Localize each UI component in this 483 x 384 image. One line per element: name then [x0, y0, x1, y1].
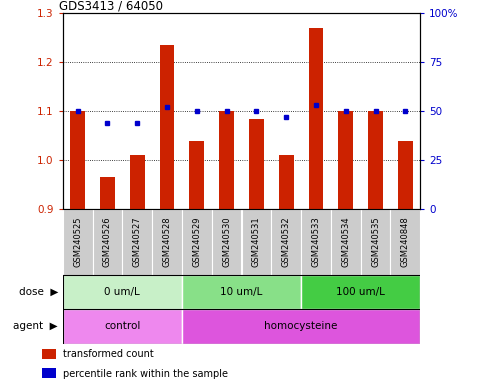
Text: GSM240531: GSM240531: [252, 217, 261, 267]
Text: percentile rank within the sample: percentile rank within the sample: [63, 369, 228, 379]
Text: agent  ▶: agent ▶: [14, 321, 58, 331]
Text: 100 um/L: 100 um/L: [336, 287, 385, 297]
Bar: [63, 209, 93, 275]
Text: GSM240528: GSM240528: [163, 217, 171, 267]
Bar: [309, 28, 324, 209]
Bar: [93, 209, 122, 275]
Bar: [398, 141, 413, 209]
Bar: [182, 309, 420, 344]
Bar: [43, 349, 56, 359]
Text: 10 um/L: 10 um/L: [220, 287, 263, 297]
Bar: [152, 209, 182, 275]
Bar: [249, 119, 264, 209]
Text: homocysteine: homocysteine: [264, 321, 338, 331]
Bar: [63, 309, 182, 344]
Bar: [63, 275, 182, 309]
Bar: [279, 156, 294, 209]
Text: GSM240527: GSM240527: [133, 217, 142, 267]
Bar: [100, 177, 115, 209]
Bar: [182, 209, 212, 275]
Text: GSM240529: GSM240529: [192, 217, 201, 267]
Bar: [361, 209, 390, 275]
Text: GSM240532: GSM240532: [282, 217, 291, 267]
Bar: [338, 111, 353, 209]
Text: GSM240534: GSM240534: [341, 217, 350, 267]
Bar: [122, 209, 152, 275]
Bar: [301, 275, 420, 309]
Text: GSM240535: GSM240535: [371, 217, 380, 267]
Bar: [43, 368, 56, 378]
Text: GSM240525: GSM240525: [73, 217, 82, 267]
Bar: [242, 209, 271, 275]
Text: GSM240530: GSM240530: [222, 217, 231, 267]
Text: GDS3413 / 64050: GDS3413 / 64050: [59, 0, 163, 12]
Text: GSM240533: GSM240533: [312, 217, 320, 267]
Text: transformed count: transformed count: [63, 349, 154, 359]
Bar: [301, 209, 331, 275]
Text: control: control: [104, 321, 141, 331]
Bar: [130, 156, 145, 209]
Bar: [182, 275, 301, 309]
Bar: [189, 141, 204, 209]
Bar: [368, 111, 383, 209]
Text: GSM240848: GSM240848: [401, 217, 410, 267]
Bar: [271, 209, 301, 275]
Bar: [159, 45, 174, 209]
Bar: [390, 209, 420, 275]
Bar: [219, 111, 234, 209]
Text: GSM240526: GSM240526: [103, 217, 112, 267]
Bar: [331, 209, 361, 275]
Bar: [70, 111, 85, 209]
Text: 0 um/L: 0 um/L: [104, 287, 140, 297]
Bar: [212, 209, 242, 275]
Text: dose  ▶: dose ▶: [18, 287, 58, 297]
